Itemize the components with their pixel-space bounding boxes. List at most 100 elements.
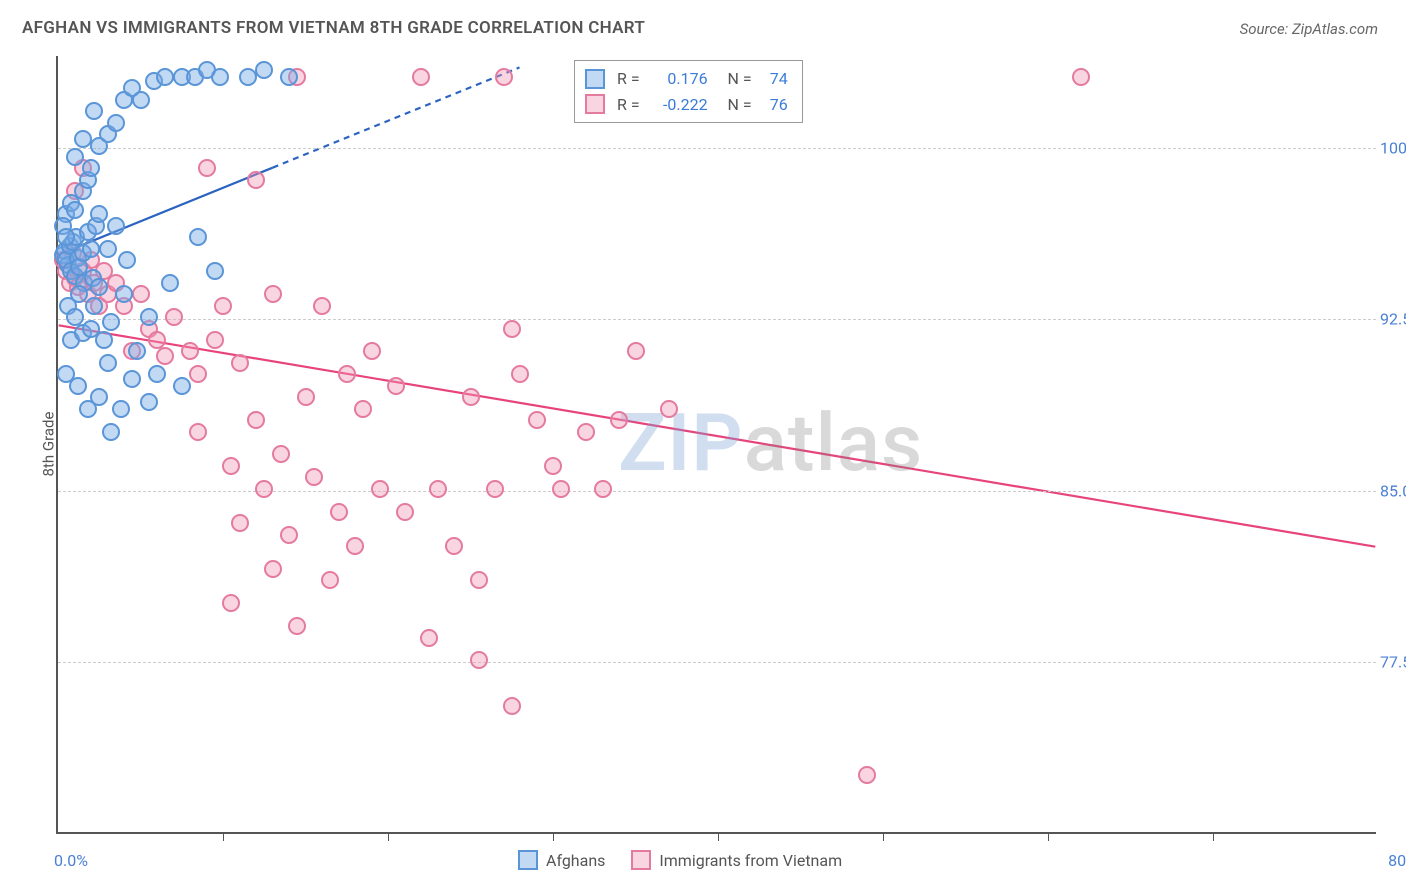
swatch-b: [585, 94, 605, 114]
y-tick-label: 92.5%: [1380, 310, 1406, 329]
x-tick: [718, 832, 719, 841]
series-b-point: [206, 331, 224, 349]
y-tick-label: 85.0%: [1380, 481, 1406, 500]
series-b-point: [429, 480, 447, 498]
series-b-point: [610, 411, 628, 429]
series-b-point: [1072, 68, 1090, 86]
series-b-point: [313, 297, 331, 315]
x-tick: [883, 832, 884, 841]
series-a-point: [99, 240, 117, 258]
series-b-point: [858, 766, 876, 784]
series-b-point: [354, 400, 372, 418]
x-tick: [1048, 832, 1049, 841]
r-value-b: -0.222: [652, 92, 708, 118]
n-value-b: 76: [770, 92, 788, 118]
swatch-a: [585, 69, 605, 89]
series-b-point: [470, 651, 488, 669]
series-b-point: [544, 457, 562, 475]
series-b-point: [297, 388, 315, 406]
legend-item-a: Afghans: [518, 850, 605, 870]
series-b-point: [552, 480, 570, 498]
series-b-point: [387, 377, 405, 395]
series-b-point: [338, 365, 356, 383]
n-value-a: 74: [770, 66, 788, 92]
series-b-point: [445, 537, 463, 555]
series-a-point: [82, 240, 100, 258]
series-b-point: [214, 297, 232, 315]
series-a-point: [102, 423, 120, 441]
series-b-point: [156, 347, 174, 365]
series-b-point: [165, 308, 183, 326]
series-b-point: [627, 342, 645, 360]
series-b-point: [346, 537, 364, 555]
series-b-point: [321, 571, 339, 589]
series-a-point: [107, 114, 125, 132]
bottom-legend: Afghans Immigrants from Vietnam: [518, 850, 842, 870]
series-b-point: [264, 285, 282, 303]
x-tick: [223, 832, 224, 841]
series-a-point: [99, 354, 117, 372]
series-b-point: [280, 526, 298, 544]
series-b-point: [660, 400, 678, 418]
chart-title: AFGHAN VS IMMIGRANTS FROM VIETNAM 8TH GR…: [22, 18, 645, 38]
series-a-point: [66, 148, 84, 166]
series-a-point: [85, 297, 103, 315]
series-b-point: [511, 365, 529, 383]
series-a-point: [112, 400, 130, 418]
series-b-point: [363, 342, 381, 360]
series-b-point: [371, 480, 389, 498]
grid-line: [58, 148, 1376, 149]
y-tick-label: 100.0%: [1380, 138, 1406, 157]
series-a-point: [82, 159, 100, 177]
series-a-point: [69, 377, 87, 395]
series-b-point: [462, 388, 480, 406]
series-b-point: [231, 514, 249, 532]
series-b-point: [272, 445, 290, 463]
r-value-a: 0.176: [652, 66, 708, 92]
series-b-point: [486, 480, 504, 498]
series-b-point: [231, 354, 249, 372]
series-a-point: [90, 205, 108, 223]
series-a-point: [173, 377, 191, 395]
x-tick: [553, 832, 554, 841]
legend-label-a: Afghans: [546, 851, 605, 870]
source-label: Source: ZipAtlas.com: [1240, 20, 1378, 38]
series-a-point: [74, 130, 92, 148]
series-b-point: [247, 171, 265, 189]
grid-line: [58, 319, 1376, 320]
series-b-point: [132, 285, 150, 303]
series-b-point: [330, 503, 348, 521]
series-a-point: [206, 262, 224, 280]
series-b-point: [305, 468, 323, 486]
series-a-point: [161, 274, 179, 292]
series-a-point: [132, 91, 150, 109]
series-b-point: [412, 68, 430, 86]
series-a-point: [102, 313, 120, 331]
series-b-point: [470, 571, 488, 589]
series-b-point: [577, 423, 595, 441]
series-b-point: [198, 159, 216, 177]
series-a-point: [66, 201, 84, 219]
stats-box: R = 0.176 N = 74 R = -0.222 N = 76: [574, 60, 803, 123]
series-a-point: [128, 342, 146, 360]
series-a-point: [95, 331, 113, 349]
x-tick: [1213, 832, 1214, 841]
y-axis-title: 8th Grade: [39, 412, 57, 477]
series-a-point: [118, 251, 136, 269]
series-b-point: [528, 411, 546, 429]
legend-swatch-a: [518, 850, 538, 870]
series-a-point: [115, 285, 133, 303]
series-b-point: [181, 342, 199, 360]
series-a-point: [156, 68, 174, 86]
plot-area: ZIPatlas R = 0.176 N = 74 R = -0.222 N =…: [56, 56, 1376, 834]
series-b-point: [594, 480, 612, 498]
grid-line: [58, 662, 1376, 663]
legend-swatch-b: [631, 850, 651, 870]
series-b-point: [288, 617, 306, 635]
series-a-point: [140, 308, 158, 326]
series-b-point: [247, 411, 265, 429]
x-axis-min-label: 0.0%: [54, 851, 88, 870]
series-a-point: [189, 228, 207, 246]
stats-row-b: R = -0.222 N = 76: [585, 92, 788, 118]
series-a-point: [90, 278, 108, 296]
